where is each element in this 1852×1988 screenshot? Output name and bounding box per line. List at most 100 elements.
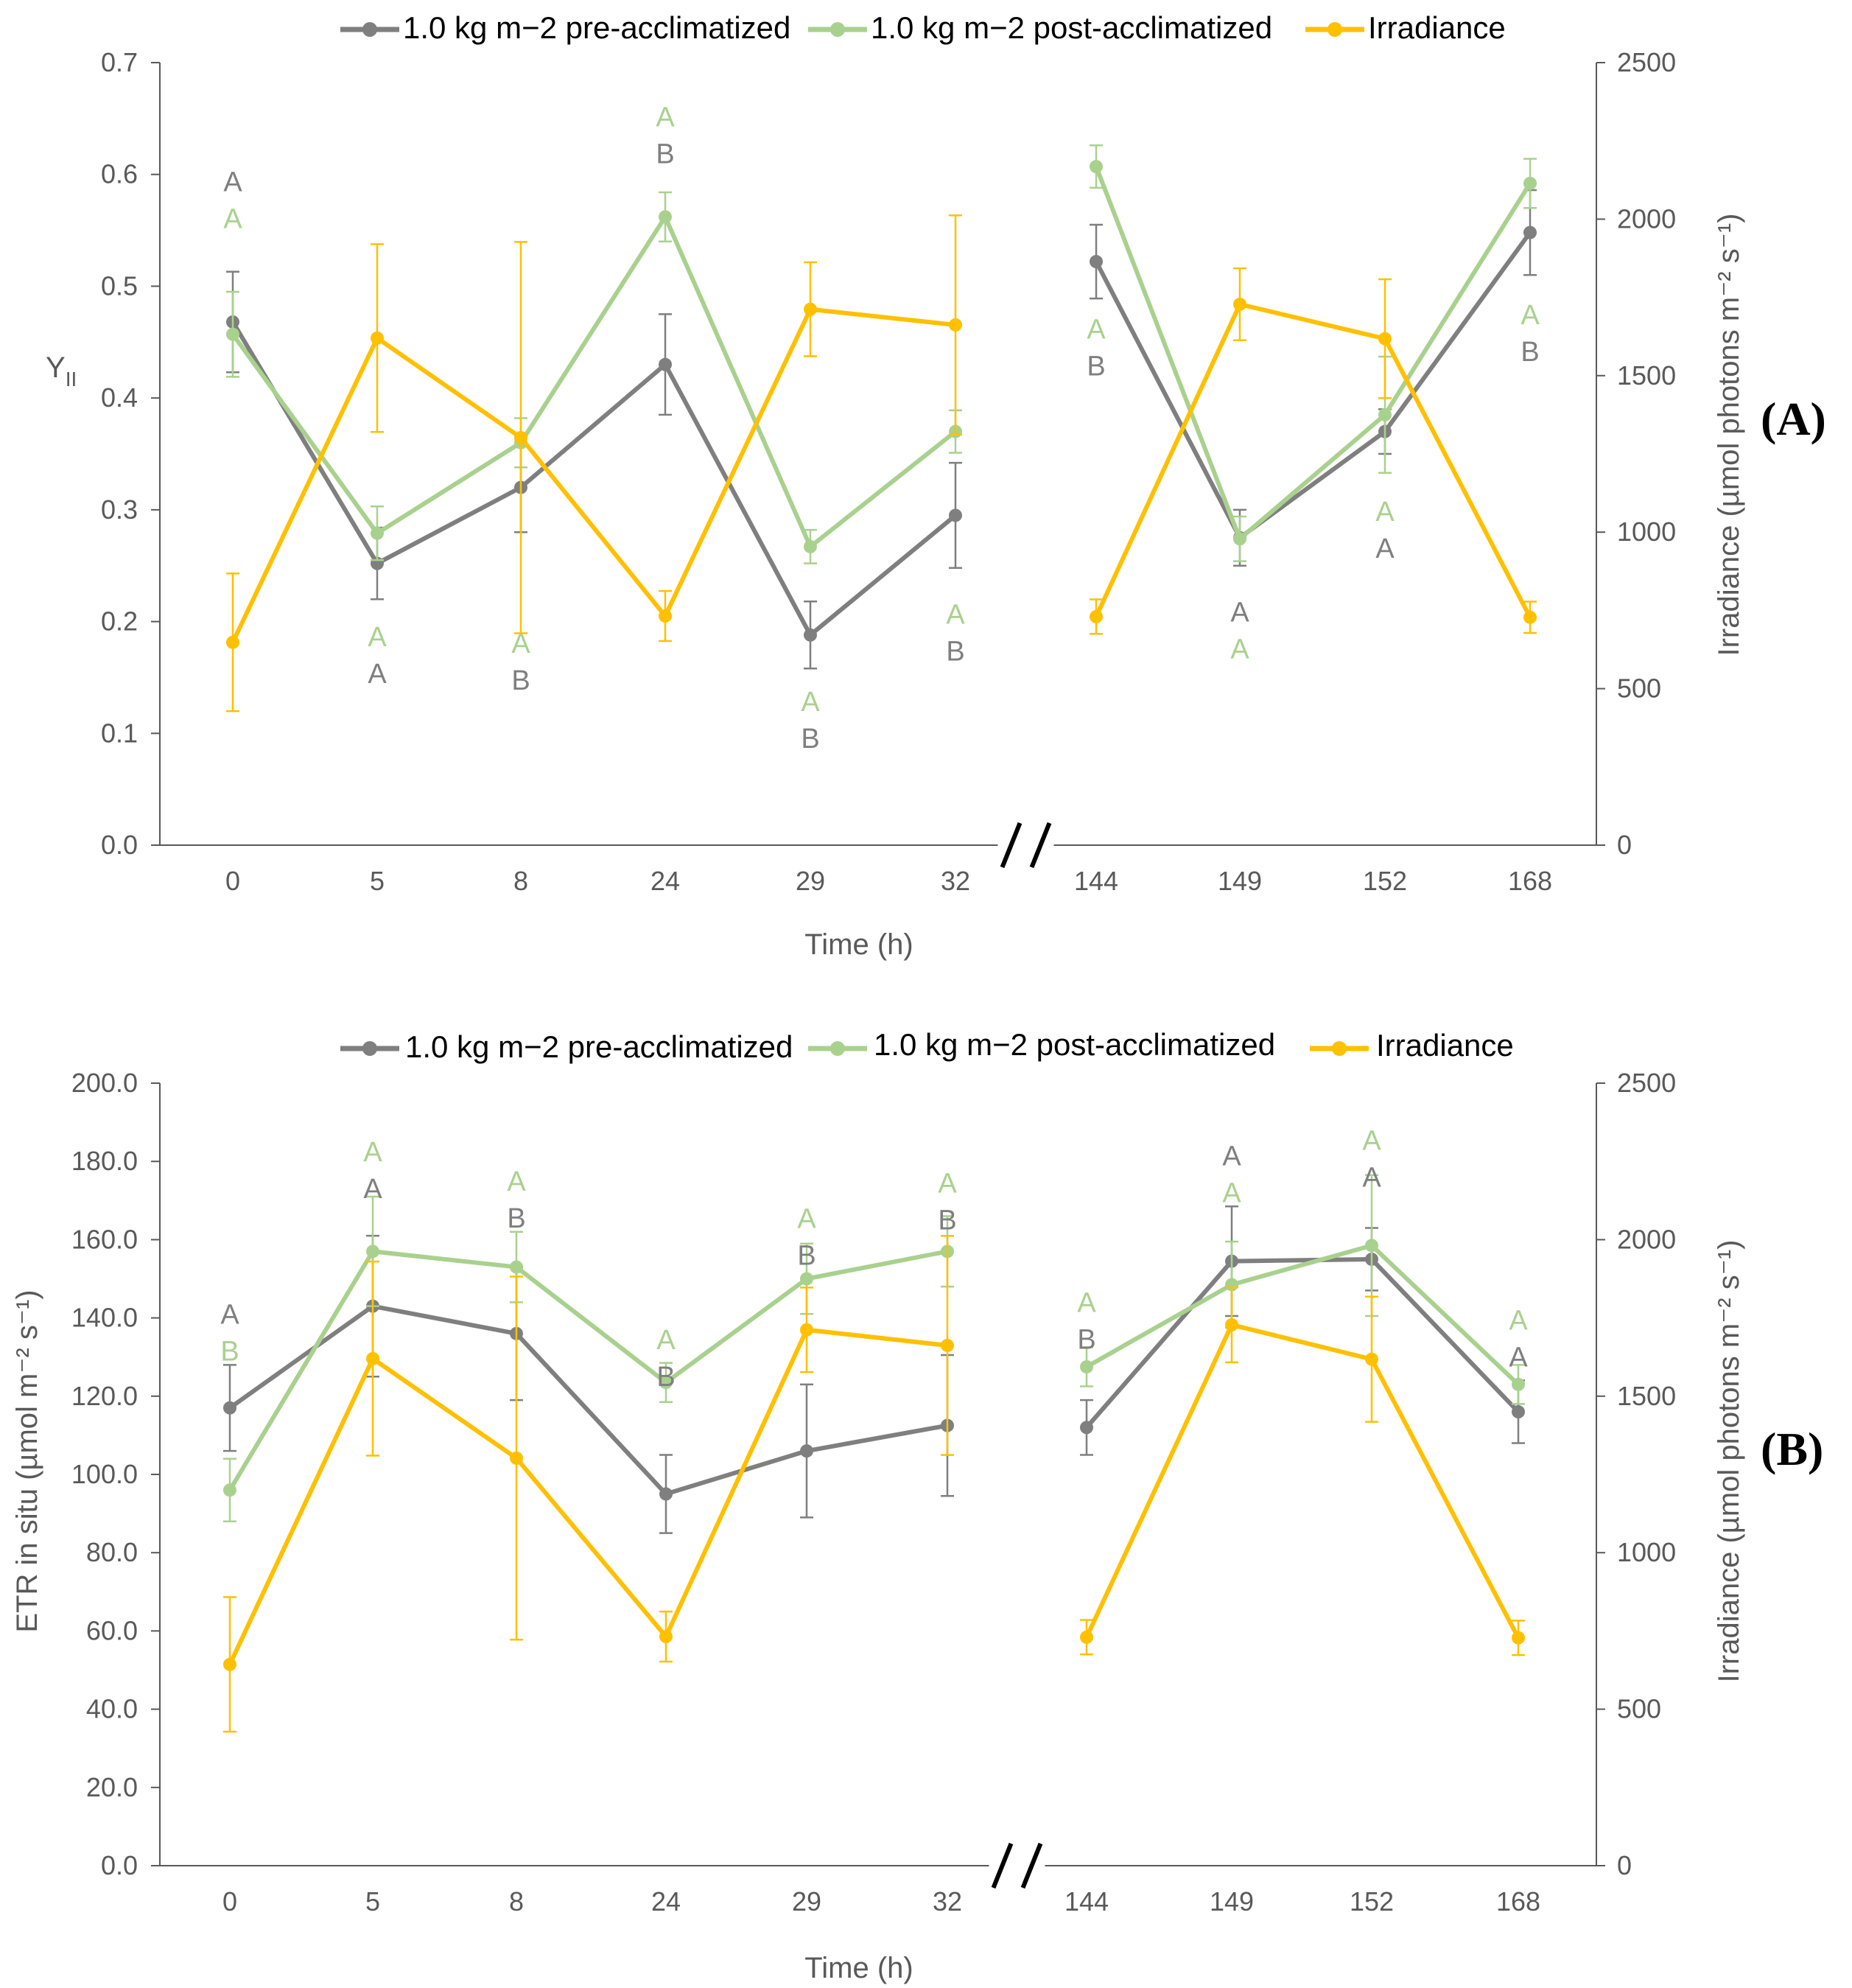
letter-top: A <box>1509 1306 1528 1337</box>
legend-post-marker <box>830 1041 845 1056</box>
y-tick-label-left: 60.0 <box>86 1615 138 1645</box>
x-tick-label: 0 <box>222 1886 237 1917</box>
legend-irradiance-label: Irradiance <box>1376 1028 1514 1063</box>
series-line-segment <box>371 1356 519 1460</box>
x-tick-label: 32 <box>933 1886 962 1917</box>
series-line-segment <box>1369 1256 1520 1415</box>
series-irr <box>226 214 1537 713</box>
data-point <box>949 508 962 522</box>
y-axis-title-right: Irradiance (µmol photons m⁻² s⁻¹) <box>1713 1240 1745 1683</box>
letter-top: A <box>220 1300 239 1331</box>
panel-b-legend: 1.0 kg m−2 pre-acclimatized 1.0 kg m−2 p… <box>340 1027 1514 1064</box>
series-line-segment <box>1230 1322 1374 1362</box>
series-line-segment <box>804 1327 950 1348</box>
data-point <box>1378 332 1392 346</box>
series-line-segment <box>1383 336 1532 620</box>
data-point <box>1233 532 1246 546</box>
letter-top: A <box>511 629 530 659</box>
x-tick-label: 168 <box>1508 866 1552 896</box>
axis-break-mark <box>1000 822 1023 869</box>
data-point <box>1080 1359 1093 1373</box>
letter-top: A <box>797 1203 816 1234</box>
x-tick-label: 168 <box>1496 1886 1540 1917</box>
axis-break-gap <box>997 842 1054 848</box>
series-line-segment <box>228 1303 375 1410</box>
letter-top: A <box>1077 1288 1096 1319</box>
data-point <box>1090 609 1103 623</box>
series-line-segment <box>664 1276 809 1385</box>
x-tick-label: 0 <box>225 866 240 896</box>
series-line-segment <box>231 319 379 566</box>
panel-b: 0.0 20.0 40.0 60.0 80.0 100.0 120.0 140.0 160.0 1… <box>11 1027 1823 1984</box>
axis-break-mark <box>1029 822 1052 869</box>
series-line-segment <box>1094 259 1242 540</box>
letter-bottom: B <box>507 1203 525 1234</box>
y-tick-label-right: 2000 <box>1617 1224 1676 1254</box>
y-tick-label-right: 2000 <box>1617 203 1676 234</box>
series-pre <box>226 189 1537 670</box>
y-tick-label-right: 1500 <box>1617 360 1676 391</box>
y-tick-label-left: 40.0 <box>86 1694 138 1724</box>
data-point <box>1512 1405 1525 1419</box>
data-point <box>1080 1421 1093 1435</box>
data-point <box>804 628 817 642</box>
letter-bottom: A <box>1230 634 1249 665</box>
data-point <box>804 539 817 553</box>
series-line-segment <box>663 307 813 619</box>
letter-top: A <box>1230 598 1249 629</box>
y-tick-label-left: 0.1 <box>101 718 138 748</box>
y-tick-label-left: 0.3 <box>101 494 138 525</box>
data-point <box>1233 297 1246 311</box>
letter-bottom: A <box>368 659 387 690</box>
letter-top: A <box>938 1169 957 1200</box>
y-tick-label-left: 180.0 <box>71 1146 138 1176</box>
series-line-segment <box>1369 1243 1520 1387</box>
y-tick-label-left: 140.0 <box>71 1303 138 1333</box>
x-tick-label: 152 <box>1350 1886 1394 1917</box>
letter-bottom: B <box>1077 1325 1095 1356</box>
x-tick-label: 24 <box>651 1886 681 1917</box>
letter-top: A <box>507 1166 526 1197</box>
x-tick-label: 5 <box>365 1886 380 1917</box>
x-tick-label: 149 <box>1210 1886 1254 1917</box>
series-line-segment <box>1369 1357 1520 1640</box>
series-line-segment <box>664 1449 809 1497</box>
series-line-segment <box>375 440 523 536</box>
panel-a: 0.0 0.1 0.2 0.3 0.4 0.5 0.6 0.7 0 500 1000 1500 2000… <box>46 10 1826 961</box>
panel-a-axes: 0.0 0.1 0.2 0.3 0.4 0.5 0.6 0.7 0 500 1000 1500 2000… <box>101 47 1676 896</box>
y-axis-title-left: YII <box>46 351 77 391</box>
series-line-segment <box>371 1249 519 1270</box>
y-tick-label-right: 1500 <box>1617 1381 1676 1411</box>
x-tick-label: 149 <box>1218 866 1262 896</box>
letter-bottom: B <box>801 724 819 755</box>
letter-bottom: B <box>220 1337 239 1368</box>
series-line-segment <box>1238 412 1387 542</box>
legend-pre-label: 1.0 kg m−2 pre-acclimatized <box>405 1029 793 1064</box>
series-line-segment <box>514 1331 668 1497</box>
data-point <box>1523 225 1537 239</box>
data-point <box>366 1351 379 1365</box>
panel-b-axes: 0.0 20.0 40.0 60.0 80.0 100.0 120.0 140.0 160.0 1… <box>71 1068 1676 1917</box>
data-point <box>1512 1377 1525 1391</box>
data-point <box>941 1338 954 1352</box>
series-line-segment <box>375 485 523 566</box>
series-line-segment <box>804 1423 950 1454</box>
data-point <box>800 1444 813 1458</box>
y-axis-title-right: Irradiance (µmol photons m⁻² s⁻¹) <box>1713 214 1745 657</box>
series-line-segment <box>1084 1282 1234 1369</box>
data-point <box>1365 1239 1378 1253</box>
data-point <box>1523 176 1537 190</box>
series-line-segment <box>228 1249 375 1493</box>
letter-bottom: B <box>797 1240 815 1271</box>
x-tick-label: 29 <box>792 1886 821 1917</box>
x-tick-label: 29 <box>796 866 825 896</box>
letter-top: A <box>1375 497 1395 528</box>
series-line-segment <box>1383 181 1532 417</box>
data-point <box>226 635 239 649</box>
series-line-segment <box>1094 164 1242 542</box>
data-point <box>371 331 384 345</box>
data-point <box>1378 407 1392 421</box>
data-point <box>804 302 817 316</box>
